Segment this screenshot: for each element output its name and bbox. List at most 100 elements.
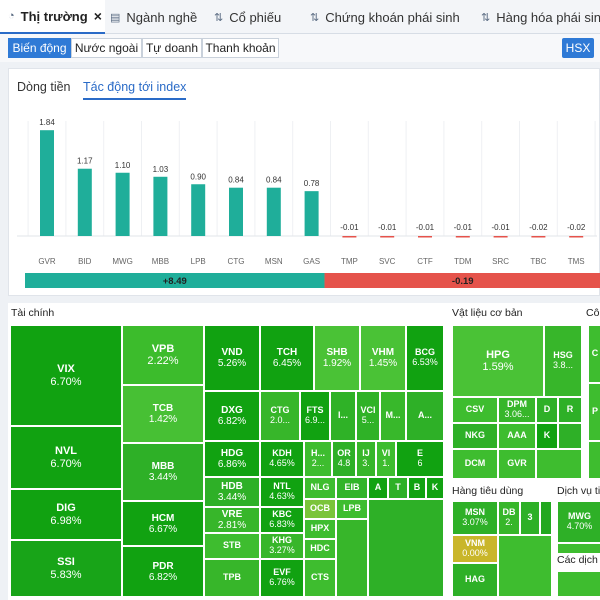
- subtab-nuoc-ngoai[interactable]: Nước ngoài: [71, 38, 142, 58]
- heatmap-tile-k[interactable]: K: [536, 423, 558, 449]
- heatmap-tile-evf[interactable]: EVF 6.76%: [260, 559, 304, 597]
- heatmap-tile-h[interactable]: H... 2...: [304, 441, 332, 477]
- chart-tab-dong-tien[interactable]: Dòng tiền: [17, 80, 71, 94]
- tab-chung-khoan-phai-sinh[interactable]: ⇅ Chứng khoán phái sinh: [310, 0, 460, 34]
- heatmap-tile-b[interactable]: B: [408, 477, 426, 499]
- heatmap-tile-mwg[interactable]: MWG 4.70%: [557, 501, 600, 543]
- chart-tab-tac-dong[interactable]: Tác động tới index: [83, 80, 187, 100]
- heatmap-tile-minor[interactable]: [536, 449, 582, 479]
- bar-tmp[interactable]: [342, 236, 357, 238]
- tab-hang-hoa-phai-sinh[interactable]: ⇅ Hàng hóa phái sinh: [481, 0, 600, 34]
- heatmap-tile-minor[interactable]: [498, 535, 552, 597]
- heatmap-tile-vnm[interactable]: VNM 0.00%: [452, 535, 498, 563]
- heatmap-tile-vpb[interactable]: VPB 2.22%: [122, 325, 204, 385]
- heatmap-tile-hag[interactable]: HAG: [452, 563, 498, 597]
- heatmap-tile-kdh[interactable]: KDH 4.65%: [260, 441, 304, 477]
- heatmap-tile-hpx[interactable]: HPX: [304, 519, 336, 539]
- heatmap-tile-bcg[interactable]: BCG 6.53%: [406, 325, 444, 391]
- heatmap-tile-minor[interactable]: [368, 499, 444, 597]
- heatmap-tile-eib[interactable]: EIB: [336, 477, 368, 499]
- heatmap-tile-tpb[interactable]: TPB: [204, 559, 260, 597]
- heatmap-tile-minor[interactable]: [540, 501, 552, 535]
- subtab-bien-dong[interactable]: Biến động: [8, 38, 71, 58]
- heatmap-tile-dpm[interactable]: DPM 3.06...: [498, 397, 536, 423]
- heatmap-tile-khg[interactable]: KHG 3.27%: [260, 533, 304, 559]
- heatmap-tile-ntl[interactable]: NTL 4.63%: [260, 477, 304, 507]
- bar-gvr[interactable]: [40, 130, 54, 236]
- tab-co-phieu[interactable]: ⇅ Cổ phiếu: [214, 0, 281, 34]
- heatmap-tile-c[interactable]: C: [588, 325, 600, 383]
- heatmap-tile-pdr[interactable]: PDR 6.82%: [122, 546, 204, 597]
- tab-nganh-nghe[interactable]: ▤ Ngành nghề: [110, 0, 197, 34]
- heatmap-tile-vci[interactable]: VCI 5...: [356, 391, 380, 441]
- heatmap-tile-p[interactable]: P: [588, 383, 600, 441]
- heatmap-tile-ij[interactable]: IJ 3.: [356, 441, 376, 477]
- heatmap-tile-ocb[interactable]: OCB: [304, 499, 336, 519]
- heatmap-tile-minor[interactable]: [557, 543, 600, 554]
- bar-tms[interactable]: [569, 236, 584, 238]
- heatmap-tile-minor[interactable]: [588, 441, 600, 479]
- heatmap-tile-tch[interactable]: TCH 6.45%: [260, 325, 314, 391]
- heatmap-tile-shb[interactable]: SHB 1.92%: [314, 325, 360, 391]
- heatmap-tile-r[interactable]: R: [558, 397, 582, 423]
- tab-thi-truong[interactable]: ◔ Thị trường ×: [0, 0, 105, 34]
- heatmap-tile-cts[interactable]: CTS: [304, 559, 336, 597]
- heatmap-tile-dxg[interactable]: DXG 6.82%: [204, 391, 260, 441]
- bar-mbb[interactable]: [153, 176, 168, 236]
- heatmap-tile-gvr[interactable]: GVR: [498, 449, 536, 479]
- bar-gas[interactable]: [304, 191, 319, 236]
- heatmap-tile-tcb[interactable]: TCB 1.42%: [122, 385, 204, 443]
- heatmap-tile-ssi[interactable]: SSI 5.83%: [10, 540, 122, 597]
- heatmap-tile-nkg[interactable]: NKG: [452, 423, 498, 449]
- heatmap-tile-hcm[interactable]: HCM 6.67%: [122, 501, 204, 546]
- heatmap-tile-hdb[interactable]: HDB 3.44%: [204, 477, 260, 507]
- heatmap-tile-m[interactable]: M...: [380, 391, 406, 441]
- heatmap-tile-d[interactable]: D: [536, 397, 558, 423]
- bar-tdm[interactable]: [455, 236, 470, 238]
- subtab-thanh-khoan[interactable]: Thanh khoản: [202, 38, 279, 58]
- bar-svc[interactable]: [380, 236, 395, 238]
- bar-bid[interactable]: [77, 168, 92, 236]
- heatmap-tile-or[interactable]: OR 4.8: [332, 441, 356, 477]
- heatmap-tile-a[interactable]: A...: [406, 391, 444, 441]
- heatmap-tile-mbb[interactable]: MBB 3.44%: [122, 443, 204, 501]
- heatmap-tile-csv[interactable]: CSV: [452, 397, 498, 423]
- heatmap-tile-aaa[interactable]: AAA: [498, 423, 536, 449]
- heatmap-tile-db[interactable]: DB 2.: [498, 501, 520, 535]
- heatmap-tile-vhm[interactable]: VHM 1.45%: [360, 325, 406, 391]
- heatmap-tile-dig[interactable]: DIG 6.98%: [10, 489, 122, 540]
- bar-tbc[interactable]: [531, 236, 546, 238]
- bar-ctg[interactable]: [229, 187, 243, 236]
- heatmap-tile-vnd[interactable]: VND 5.26%: [204, 325, 260, 391]
- heatmap-tile-msn[interactable]: MSN 3.07%: [452, 501, 498, 535]
- heatmap-tile-3[interactable]: 3: [520, 501, 540, 535]
- heatmap-tile-vi[interactable]: VI 1.: [376, 441, 396, 477]
- subtab-tu-doanh[interactable]: Tự doanh: [142, 38, 202, 58]
- heatmap-tile-hsg[interactable]: HSG 3.8...: [544, 325, 582, 397]
- heatmap-tile-nvl[interactable]: NVL 6.70%: [10, 426, 122, 489]
- heatmap-tile-hdg[interactable]: HDG 6.86%: [204, 441, 260, 477]
- heatmap-tile-hpg[interactable]: HPG 1.59%: [452, 325, 544, 397]
- heatmap-tile-k[interactable]: K: [426, 477, 444, 499]
- bar-msn[interactable]: [266, 187, 281, 236]
- heatmap-tile-i[interactable]: I...: [330, 391, 356, 441]
- heatmap-tile-a[interactable]: A: [368, 477, 388, 499]
- bar-ctf[interactable]: [418, 236, 432, 238]
- heatmap-tile-vre[interactable]: VRE 2.81%: [204, 507, 260, 533]
- bar-lpb[interactable]: [191, 184, 206, 236]
- heatmap-tile-vix[interactable]: VIX 6.70%: [10, 325, 122, 426]
- close-icon[interactable]: ×: [93, 8, 102, 24]
- heatmap-tile-minor[interactable]: [557, 571, 600, 597]
- bar-mwg[interactable]: [115, 172, 130, 236]
- heatmap-tile-dcm[interactable]: DCM: [452, 449, 498, 479]
- heatmap-tile-ctg[interactable]: CTG 2.0...: [260, 391, 300, 441]
- heatmap-tile-minor[interactable]: [336, 519, 368, 597]
- heatmap-tile-kbc[interactable]: KBC 6.83%: [260, 507, 304, 533]
- bar-src[interactable]: [493, 236, 508, 238]
- heatmap-tile-lpb[interactable]: LPB: [336, 499, 368, 519]
- heatmap-tile-t[interactable]: T: [388, 477, 408, 499]
- heatmap-tile-nlg[interactable]: NLG: [304, 477, 336, 499]
- heatmap-tile-fts[interactable]: FTS 6.9...: [300, 391, 330, 441]
- heatmap-tile-minor[interactable]: [558, 423, 582, 449]
